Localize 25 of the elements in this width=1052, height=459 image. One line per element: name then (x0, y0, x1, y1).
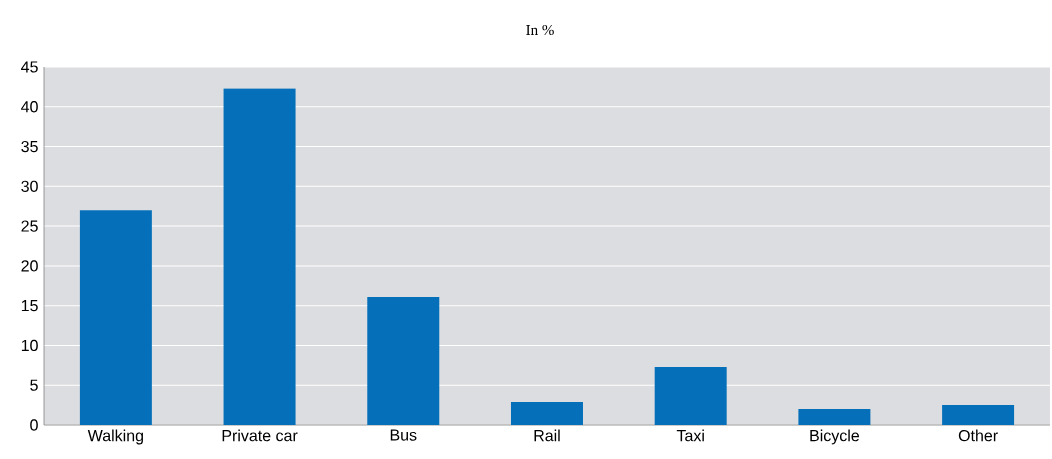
bar (510, 401, 583, 425)
y-tick-label: 0 (30, 419, 38, 431)
y-tick-label: 15 (21, 300, 38, 312)
x-tick-label: Bus (390, 429, 417, 441)
bar (798, 409, 871, 425)
bar (223, 88, 296, 425)
chart-title: In % (526, 24, 554, 36)
x-tick-label: Private car (222, 429, 298, 442)
x-tick-label: Rail (534, 429, 560, 442)
y-tick-label: 30 (21, 180, 38, 192)
y-tick-label: 5 (30, 379, 38, 391)
y-tick-label: 35 (21, 140, 38, 153)
y-tick-label: 40 (21, 101, 38, 113)
bar (79, 210, 152, 425)
y-tick-label: 10 (21, 339, 38, 352)
x-tick-label: Other (958, 429, 998, 442)
y-tick-label: 25 (21, 220, 38, 232)
bar (942, 405, 1015, 425)
y-tick-label: 45 (21, 61, 38, 73)
y-tick-label: 20 (21, 260, 38, 272)
bar (367, 296, 440, 425)
x-tick-label: Walking (87, 429, 143, 445)
bar (654, 366, 727, 425)
x-tick-label: Bicycle (810, 429, 860, 445)
x-tick-label: Taxi (676, 429, 704, 442)
